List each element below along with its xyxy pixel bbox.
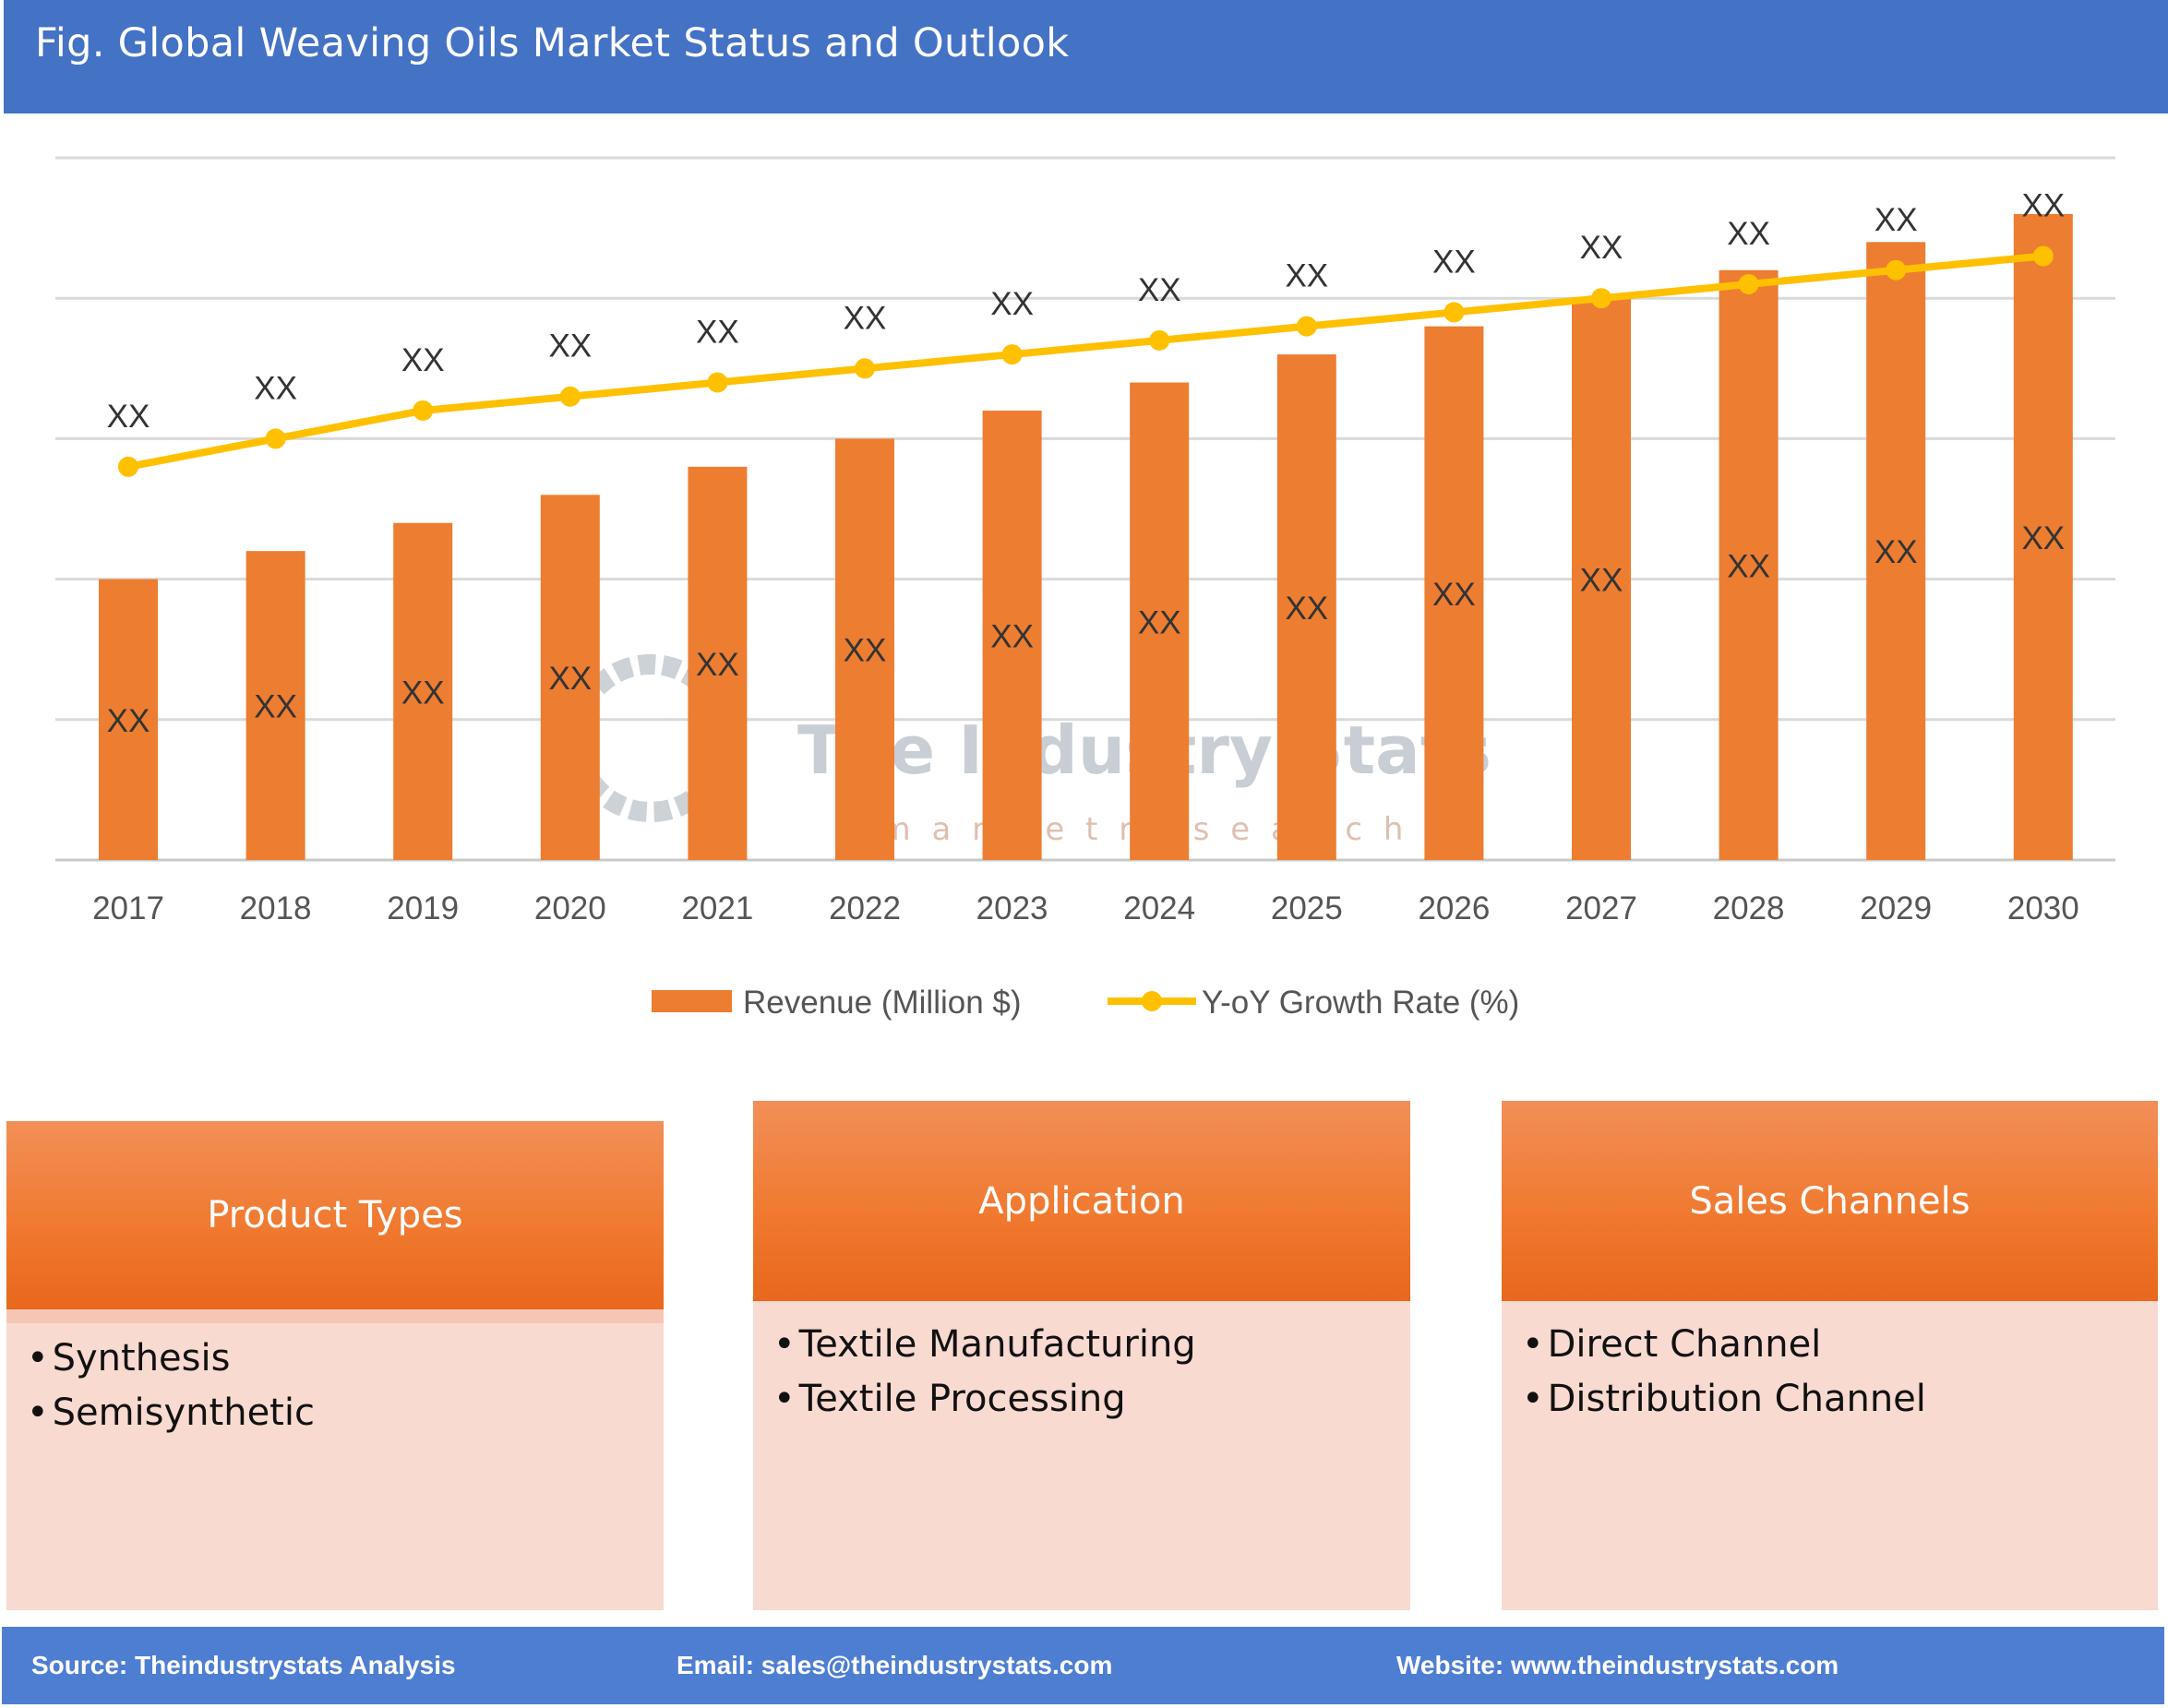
x-tick-label: 2017: [92, 890, 164, 926]
growth-rate-point: [1886, 259, 1907, 281]
x-tick-label: 2021: [681, 890, 753, 926]
segment-header: Product Types: [6, 1121, 664, 1309]
list-item: Distribution Channel: [1522, 1372, 1926, 1427]
revenue-bar: [99, 579, 158, 860]
line-data-label: XX: [696, 315, 739, 351]
x-tick-label: 2020: [534, 890, 606, 926]
growth-rate-point: [707, 372, 728, 393]
line-data-label: XX: [401, 342, 445, 378]
x-tick-label: 2027: [1565, 890, 1637, 926]
legend-growth-marker: [1142, 991, 1162, 1011]
page-title: Fig. Global Weaving Oils Market Status a…: [35, 20, 1070, 66]
segment-application: Application Textile Manufacturing Textil…: [753, 1101, 1410, 1610]
revenue-bar: [1866, 242, 1926, 860]
bar-data-label: XX: [107, 703, 150, 739]
growth-rate-point: [1296, 316, 1317, 337]
list-item: Direct Channel: [1522, 1318, 1926, 1372]
list-item: Synthesis: [27, 1332, 315, 1386]
line-data-label: XX: [1432, 244, 1476, 280]
x-tick-label: 2026: [1418, 890, 1490, 926]
growth-rate-point: [265, 428, 286, 449]
legend-revenue-swatch: [652, 990, 732, 1012]
growth-rate-line: [127, 252, 2044, 471]
bar-data-label: XX: [1727, 548, 1770, 584]
revenue-bar: [1572, 298, 1631, 860]
bar-data-label: XX: [1432, 577, 1476, 613]
growth-rate-point: [1443, 302, 1465, 323]
footer-bar: Source: Theindustrystats Analysis Email:…: [2, 1627, 2164, 1704]
x-tick-label: 2019: [387, 890, 459, 926]
line-data-label: XX: [1580, 230, 1623, 266]
bar-data-label: XX: [1580, 563, 1623, 599]
line-data-label: XX: [1138, 272, 1181, 308]
bar-data-label: XX: [696, 647, 739, 683]
segment-body: Textile Manufacturing Textile Processing: [753, 1301, 1410, 1610]
growth-rate-point: [118, 456, 138, 477]
list-item: Textile Processing: [773, 1372, 1196, 1427]
x-tick-label: 2029: [1860, 890, 1932, 926]
revenue-bar: [835, 438, 894, 860]
x-tick-label: 2024: [1123, 890, 1195, 926]
revenue-bar: [1424, 326, 1484, 860]
bar-data-label: XX: [254, 689, 297, 725]
revenue-bar: [540, 495, 600, 860]
growth-rate-point: [1149, 329, 1170, 351]
x-tick-label: 2025: [1271, 890, 1343, 926]
legend-revenue-label: Revenue (Million $): [743, 985, 1022, 1021]
segment-sales-channels: Sales Channels Direct Channel Distributi…: [1502, 1101, 2158, 1610]
line-data-label: XX: [548, 328, 592, 364]
bar-data-label: XX: [844, 633, 887, 669]
legend-growth-label: Y-oY Growth Rate (%): [1202, 985, 1519, 1021]
line-data-label: XX: [1285, 258, 1328, 294]
footer-website: Website: www.theindustrystats.com: [1396, 1651, 1839, 1679]
growth-rate-point: [1001, 344, 1023, 365]
growth-rate-point: [2032, 245, 2054, 267]
line-data-label: XX: [1727, 216, 1770, 252]
segment-body: Synthesis Semisynthetic: [6, 1309, 664, 1610]
bar-data-label: XX: [1138, 604, 1181, 640]
line-data-label: XX: [2021, 188, 2065, 224]
revenue-bar: [1719, 269, 1779, 860]
growth-rate-point: [1591, 288, 1611, 309]
bar-data-label: XX: [1875, 534, 1918, 570]
line-data-label: XX: [107, 399, 150, 435]
segment-product-types: Product Types Synthesis Semisynthetic: [6, 1121, 664, 1610]
line-data-label: XX: [844, 300, 887, 336]
segment-strip: [6, 1309, 664, 1323]
segment-header: Sales Channels: [1502, 1101, 2158, 1301]
segment-header: Application: [753, 1101, 1410, 1301]
bar-data-label: XX: [401, 675, 445, 711]
growth-rate-point: [413, 400, 434, 421]
revenue-bar: [982, 410, 1042, 860]
bar-data-label: XX: [1285, 591, 1328, 627]
growth-rate-point: [1738, 273, 1759, 294]
growth-rate-point: [855, 358, 875, 379]
x-tick-label: 2018: [240, 890, 312, 926]
header-bar: Fig. Global Weaving Oils Market Status a…: [4, 0, 2168, 113]
x-tick-label: 2023: [976, 890, 1048, 926]
revenue-bar: [1276, 354, 1336, 861]
revenue-bar: [688, 466, 748, 860]
x-tick-label: 2030: [2007, 890, 2079, 926]
line-data-label: XX: [254, 370, 297, 406]
line-data-label: XX: [1875, 202, 1918, 238]
revenue-bar: [393, 522, 453, 860]
list-item: Textile Manufacturing: [773, 1318, 1196, 1372]
growth-rate-point: [559, 386, 581, 407]
bar-data-label: XX: [990, 618, 1034, 654]
revenue-bar: [1130, 382, 1190, 860]
bar-data-label: XX: [548, 661, 592, 697]
segment-body: Direct Channel Distribution Channel: [1502, 1301, 2158, 1610]
footer-email: Email: sales@theindustrystats.com: [677, 1651, 1113, 1679]
revenue-bar: [2013, 213, 2073, 860]
x-tick-label: 2028: [1713, 890, 1785, 926]
revenue-bar: [246, 551, 305, 860]
bar-data-label: XX: [2021, 520, 2065, 556]
list-item: Semisynthetic: [27, 1386, 315, 1440]
line-data-label: XX: [990, 286, 1034, 322]
footer-source: Source: Theindustrystats Analysis: [31, 1651, 456, 1679]
x-tick-label: 2022: [829, 890, 901, 926]
